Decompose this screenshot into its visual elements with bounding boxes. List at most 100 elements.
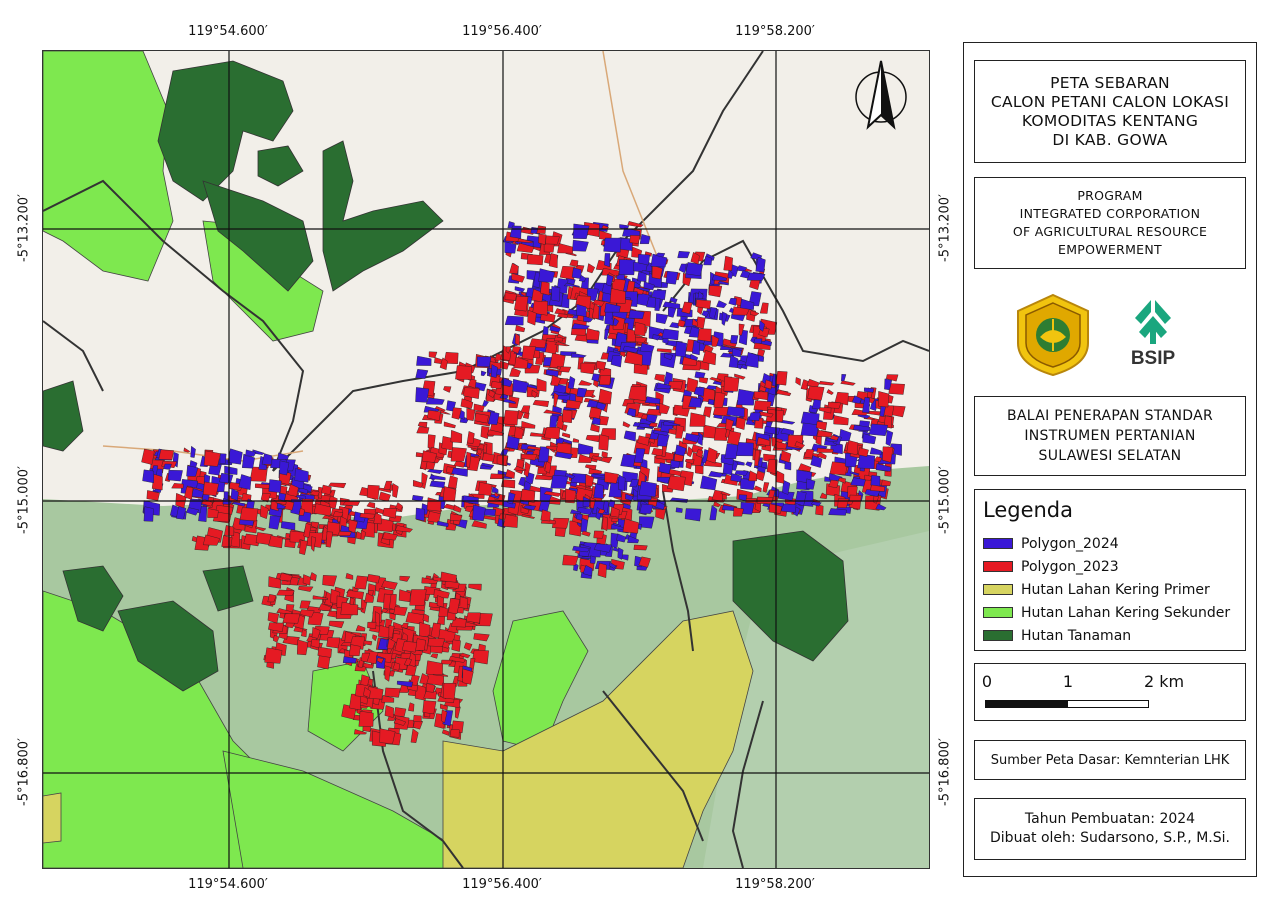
polygon-2023 xyxy=(520,488,536,503)
polygon-2024 xyxy=(617,547,624,560)
graticule xyxy=(43,51,929,868)
polygon-2023 xyxy=(395,502,403,511)
polygon-2023 xyxy=(360,674,370,687)
polygon-2024 xyxy=(238,474,252,490)
polygon-2023 xyxy=(695,449,704,458)
program-box: PROGRAM INTEGRATED CORPORATION OF AGRICU… xyxy=(974,177,1246,269)
polygon-2023 xyxy=(413,715,422,723)
polygon-2023 xyxy=(531,389,538,399)
polygon-2023 xyxy=(466,451,472,468)
institution-line-3: SULAWESI SELATAN xyxy=(1038,448,1182,464)
polygon-2023 xyxy=(526,445,542,451)
polygon-2024 xyxy=(656,382,672,390)
polygon-2023 xyxy=(878,391,890,408)
polygon-2024 xyxy=(810,501,822,507)
polygon-2024 xyxy=(810,455,823,468)
map-canvas[interactable] xyxy=(42,50,930,869)
polygon-2024 xyxy=(862,433,877,445)
polygon-2023 xyxy=(239,507,259,522)
polygon-2024 xyxy=(806,478,816,490)
polygon-2023 xyxy=(303,523,312,539)
polygon-2023 xyxy=(467,379,477,389)
polygon-2023 xyxy=(514,295,529,312)
polygon-2023 xyxy=(521,513,536,519)
polygon-2023 xyxy=(392,482,399,498)
polygon-2024 xyxy=(608,480,622,498)
polygon-2023 xyxy=(474,413,489,424)
polygon-2024 xyxy=(551,286,561,302)
polygon-2023 xyxy=(593,379,599,388)
polygon-2023 xyxy=(733,507,744,517)
polygon-2024 xyxy=(711,274,728,281)
polygon-2023 xyxy=(460,398,474,409)
polygon-2023 xyxy=(536,378,547,392)
polygon-2023 xyxy=(455,365,473,380)
polygon-2024 xyxy=(487,411,500,425)
polygon-2023 xyxy=(833,415,849,426)
polygon-2023 xyxy=(321,514,336,520)
polygon-2024 xyxy=(276,502,287,509)
polygon-2024 xyxy=(739,298,755,310)
polygon-2023 xyxy=(604,471,619,484)
polygon-2023 xyxy=(451,407,462,420)
title-box: PETA SEBARAN CALON PETANI CALON LOKASI K… xyxy=(974,60,1246,163)
polygon-2023 xyxy=(756,437,771,446)
polygon-2023 xyxy=(384,687,401,698)
polygon-2024 xyxy=(709,504,718,521)
polygon-2023 xyxy=(578,380,593,386)
polygon-2023 xyxy=(451,639,461,652)
polygon-2023 xyxy=(526,254,544,266)
legend-label: Hutan Tanaman xyxy=(1021,627,1132,644)
polygon-2023 xyxy=(595,360,607,371)
polygon-2024 xyxy=(504,315,524,326)
polygon-2023 xyxy=(888,383,905,395)
polygon-2024 xyxy=(652,334,661,341)
polygon-2023 xyxy=(453,504,462,513)
polygon-2024 xyxy=(479,464,493,470)
polygon-2023 xyxy=(282,613,301,624)
polygon-2023 xyxy=(794,441,806,449)
polygon-2023 xyxy=(609,288,626,304)
coord-left-1: -5°13.200′ xyxy=(16,194,32,262)
polygon-2023 xyxy=(337,531,352,536)
polygon-2023 xyxy=(638,556,651,568)
institution-line-1: BALAI PENERAPAN STANDAR xyxy=(1007,408,1213,424)
coord-top-2: 119°56.400′ xyxy=(462,24,542,39)
polygon-2023 xyxy=(628,385,647,402)
polygon-2023 xyxy=(355,531,363,540)
polygon-2023 xyxy=(815,421,828,431)
polygon-2023 xyxy=(302,574,311,586)
polygon-2023 xyxy=(464,506,475,513)
polygon-2023 xyxy=(689,412,706,427)
polygon-2024 xyxy=(578,274,587,283)
polygon-2023 xyxy=(453,460,466,468)
polygon-2023 xyxy=(764,379,772,390)
polygon-2023 xyxy=(360,529,367,540)
polygon-2023 xyxy=(511,272,525,283)
polygon-2023 xyxy=(775,370,788,386)
polygon-2023 xyxy=(494,492,500,498)
polygon-2023 xyxy=(703,406,712,418)
polygon-2023 xyxy=(807,385,825,401)
polygon-2023 xyxy=(735,416,746,430)
legend-swatch xyxy=(983,630,1013,641)
polygon-2023 xyxy=(394,707,407,717)
polygon-2024 xyxy=(678,263,688,274)
polygon-2023 xyxy=(355,625,366,632)
polygon-2023 xyxy=(422,450,438,463)
polygon-2023 xyxy=(363,687,371,698)
credit-box: Tahun Pembuatan: 2024 Dibuat oleh: Sudar… xyxy=(974,798,1246,860)
polygon-2023 xyxy=(829,461,848,476)
polygon-2023 xyxy=(443,421,456,429)
title-line-4: DI KAB. GOWA xyxy=(1052,130,1168,149)
polygon-2023 xyxy=(268,576,281,589)
polygon-2024 xyxy=(491,485,499,494)
polygon-2024 xyxy=(490,364,498,378)
polygon-2024 xyxy=(506,435,520,450)
polygon-2023 xyxy=(543,491,562,497)
polygon-2023 xyxy=(681,301,693,315)
polygon-2023 xyxy=(425,660,443,676)
polygon-2024 xyxy=(669,322,680,329)
polygon-2023 xyxy=(565,399,582,410)
polygon-2024 xyxy=(219,453,227,464)
